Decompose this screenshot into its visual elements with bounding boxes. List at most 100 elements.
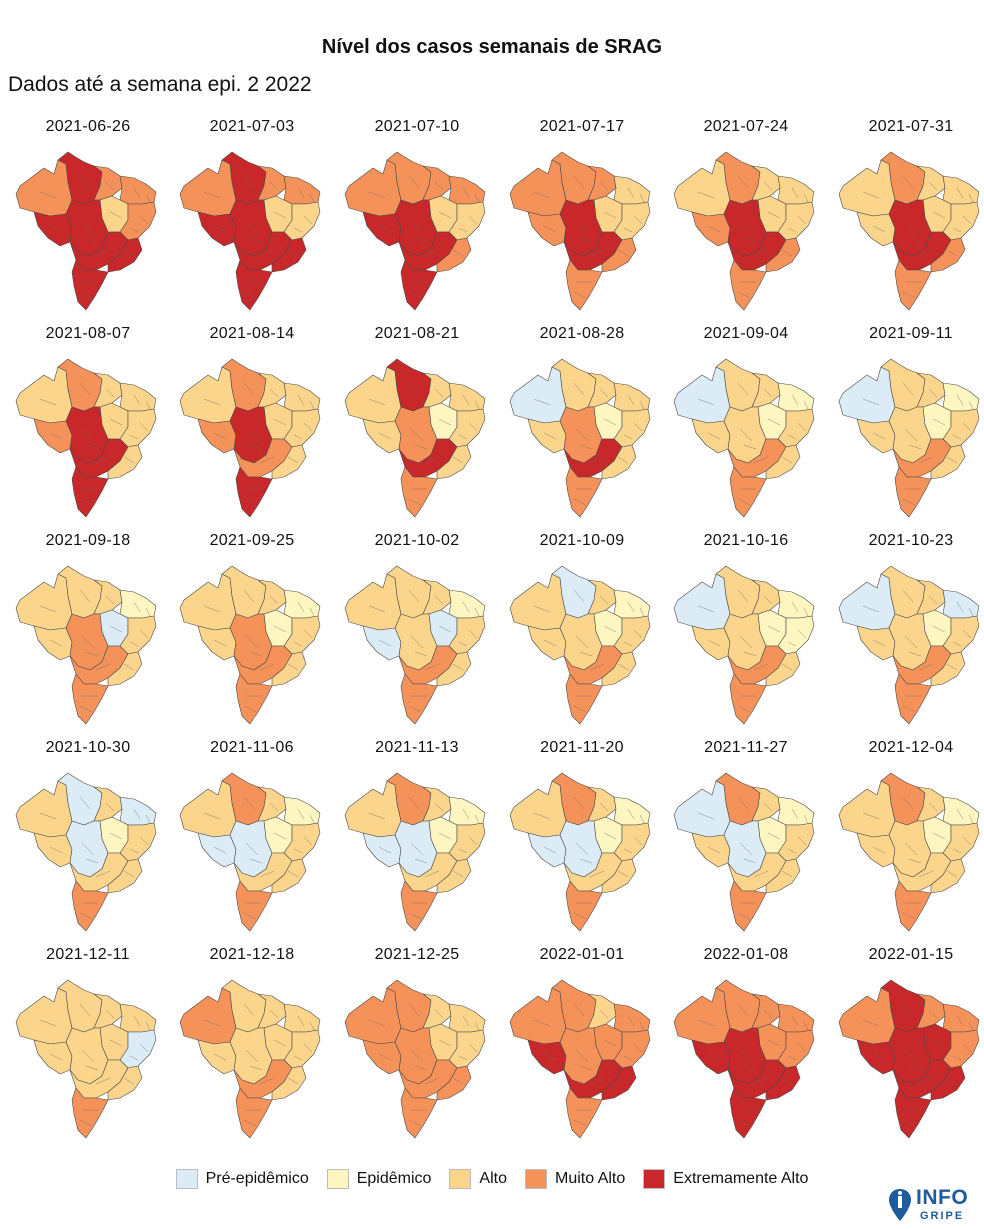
map-region-s (71, 466, 109, 518)
panel-date-label: 2022-01-01 (539, 946, 625, 963)
map-region-cw-w (691, 418, 731, 454)
map-region-ne-n (777, 796, 815, 826)
map-boundary-line (462, 601, 470, 613)
map-panel: 2022-01-01 (500, 946, 664, 1146)
map-region-se-e (601, 858, 637, 894)
map-boundary-line (902, 796, 914, 810)
map-boundary-line (627, 1015, 635, 1027)
map-panel: 2021-11-06 (170, 739, 334, 939)
map-boundary-line (81, 842, 95, 856)
map-boundary-line (458, 434, 468, 440)
map-boundary-line (438, 832, 452, 840)
map-region-s (71, 259, 109, 311)
map-region-n-w (509, 780, 567, 838)
map-boundary-line (803, 607, 809, 617)
map-region-se-e (107, 651, 143, 687)
map-boundary-line (269, 802, 279, 812)
map-region-n-w (179, 780, 237, 838)
map-region-ne-n (448, 589, 486, 619)
map-boundary-line (707, 846, 721, 854)
map-region-s (894, 259, 932, 311)
panel-date-label: 2021-08-07 (45, 325, 131, 342)
map-panel: 2021-08-07 (6, 325, 170, 525)
map-boundary-line (787, 227, 797, 233)
map-boundary-line (918, 456, 934, 464)
map-region-n-w (673, 573, 731, 631)
map-boundary-line (603, 625, 617, 633)
map-region-ne-s (448, 201, 486, 241)
map-boundary-line (287, 870, 299, 878)
map-panel: 2021-09-18 (6, 532, 170, 732)
map-boundary-line (123, 249, 135, 257)
map-boundary-line (213, 639, 227, 647)
map-region-cw-w (691, 211, 731, 247)
map-boundary-line (753, 1077, 769, 1085)
map-boundary-line (575, 1049, 589, 1063)
map-region-n-w (344, 573, 402, 631)
map-region-s (565, 1087, 603, 1139)
map-boundary-line (791, 601, 799, 613)
map-boundary-line (932, 625, 946, 633)
map-boundary-line (368, 812, 386, 820)
map-boundary-line (39, 191, 57, 199)
map-region-se-e (436, 1065, 472, 1101)
map-region-se-e (107, 444, 143, 480)
map-boundary-line (79, 175, 91, 189)
map-panel: 2021-10-23 (829, 532, 984, 732)
map-boundary-line (474, 607, 480, 617)
map-boundary-line (753, 663, 769, 671)
map-region-s (400, 259, 438, 311)
map-region-ne-s (448, 408, 486, 448)
map-boundary-line (297, 1015, 305, 1027)
map-boundary-line (573, 1119, 587, 1127)
map-boundary-line (213, 225, 227, 233)
map-boundary-line (203, 1019, 221, 1027)
map-boundary-line (902, 1003, 914, 1017)
map-region-se-e (107, 858, 143, 894)
panel-date-label: 2021-11-13 (375, 739, 459, 756)
map-boundary-line (573, 912, 587, 920)
map-region-se-e (107, 1065, 143, 1101)
map-boundary-line (589, 1077, 605, 1085)
map-region-ne-s (613, 822, 651, 862)
brazil-map (15, 358, 157, 518)
map-boundary-line (309, 400, 315, 410)
map-boundary-line (599, 802, 609, 812)
map-region-cw-w (527, 1039, 567, 1075)
map-boundary-line (918, 249, 934, 257)
map-region-cw-w (33, 832, 73, 868)
map-boundary-line (603, 1039, 617, 1047)
map-boundary-line (378, 639, 392, 647)
map-boundary-line (139, 1043, 149, 1053)
chart-subtitle: Dados até a semana epi. 2 2022 (8, 73, 312, 96)
map-boundary-line (737, 291, 751, 299)
map-boundary-line (408, 796, 420, 810)
map-boundary-line (902, 498, 916, 506)
map-region-se-e (765, 1065, 801, 1101)
map-boundary-line (245, 1049, 259, 1063)
map-boundary-line (573, 589, 585, 603)
map-boundary-line (904, 428, 918, 442)
map-boundary-line (639, 1021, 645, 1031)
map-region-s (400, 673, 438, 725)
map-boundary-line (468, 836, 478, 846)
map-region-n-w (344, 366, 402, 424)
map-boundary-line (902, 912, 916, 920)
map-boundary-line (902, 382, 914, 396)
map-region-n-w (509, 573, 567, 631)
map-boundary-line (273, 418, 287, 426)
map-boundary-line (39, 605, 57, 613)
map-region-se-e (930, 651, 966, 687)
legend-swatch (643, 1169, 666, 1189)
map-boundary-line (273, 625, 287, 633)
map-boundary-line (968, 814, 974, 824)
map-boundary-line (297, 808, 305, 820)
map-boundary-line (533, 605, 551, 613)
map-boundary-line (259, 870, 275, 878)
map-region-n-w (179, 573, 237, 631)
map-boundary-line (639, 193, 645, 203)
map-boundary-line (952, 434, 962, 440)
map-boundary-line (139, 422, 149, 432)
map-boundary-line (968, 193, 974, 203)
panel-date-label: 2021-10-09 (539, 532, 625, 549)
